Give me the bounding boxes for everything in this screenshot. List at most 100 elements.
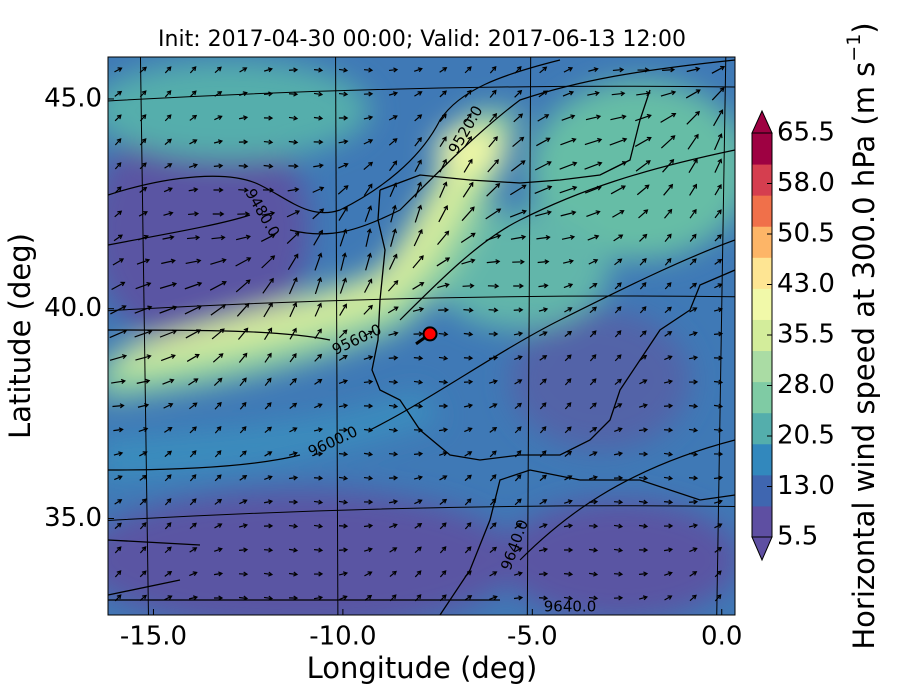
wind-arrow (239, 426, 247, 434)
wind-arrow (510, 184, 527, 196)
wind-arrow (439, 90, 447, 98)
wind-arrow (664, 355, 673, 361)
wind-arrow (586, 210, 601, 218)
wind-arrow (135, 354, 152, 361)
colorbar-label-close: ) (847, 22, 881, 33)
wind-arrow (164, 66, 172, 74)
wind-arrow (338, 547, 349, 553)
wind-arrow (288, 91, 299, 97)
wind-arrow (584, 137, 603, 146)
wind-arrow (664, 571, 673, 577)
wind-arrow (714, 499, 723, 505)
wind-arrow (262, 277, 274, 294)
graticule (108, 57, 735, 615)
wind-arrow (413, 228, 423, 247)
wind-arrow (489, 474, 497, 482)
wind-arrow (238, 187, 249, 193)
wind-arrow (414, 204, 423, 223)
wind-arrow (610, 114, 627, 121)
wind-arrow (364, 205, 373, 222)
wind-arrow (638, 475, 649, 481)
wind-arrow (134, 329, 153, 338)
wind-arrow (188, 595, 199, 601)
wind-arrow (264, 426, 272, 434)
wind-arrow (638, 451, 649, 457)
wind-arrow (639, 330, 647, 338)
wind-arrow (111, 378, 126, 384)
wind-arrow (185, 329, 202, 339)
wind-arrow (689, 331, 698, 337)
wind-arrow (439, 546, 447, 554)
colorbar-tick-label: 35.5 (777, 320, 835, 350)
wind-arrow (313, 571, 324, 577)
wind-arrow (389, 594, 397, 602)
wind-arrow (186, 353, 200, 362)
wind-arrow (488, 355, 499, 361)
wind-arrow (313, 229, 323, 246)
wind-arrow (614, 306, 622, 314)
colorbar-segment (752, 226, 772, 258)
colorbar-segment (752, 257, 772, 289)
wind-arrow (714, 234, 722, 242)
wind-arrow (313, 427, 324, 433)
wind-arrow (388, 138, 398, 146)
wind-arrow (289, 378, 297, 386)
meridian (335, 57, 339, 615)
wind-arrow (338, 91, 349, 97)
wind-arrow (213, 139, 224, 145)
wind-arrow (564, 378, 572, 386)
wind-arrow (388, 475, 399, 481)
wind-arrow (514, 426, 522, 434)
wind-arrow (162, 378, 175, 385)
wind-arrow (660, 90, 677, 97)
wind-arrow (313, 139, 324, 145)
colorbar-segment (752, 195, 772, 227)
wind-arrow (314, 403, 323, 409)
wind-arrow (139, 186, 148, 193)
colorbar-segment (752, 288, 772, 320)
colorbar-tick-label: 20.5 (777, 421, 835, 451)
wind-arrow (689, 183, 698, 196)
wind-arrow (539, 499, 548, 505)
wind-arrow (489, 113, 498, 123)
wind-arrow (164, 522, 172, 530)
wind-arrows (109, 65, 726, 602)
wind-arrow (289, 327, 297, 340)
wind-arrow (114, 138, 122, 146)
wind-arrow (510, 234, 527, 240)
wind-arrow (414, 499, 423, 505)
wind-arrow (439, 136, 447, 148)
wind-arrow (462, 283, 475, 289)
wind-arrow (164, 114, 172, 122)
wind-arrow (688, 451, 699, 457)
wind-arrow (288, 475, 299, 481)
wind-arrow (139, 594, 147, 601)
wind-arrow (261, 210, 276, 216)
wind-arrow (663, 379, 674, 385)
wind-arrow (609, 137, 628, 146)
wind-arrow (312, 208, 325, 220)
wind-arrow (686, 66, 701, 73)
wind-arrow (664, 282, 672, 290)
wind-arrow (114, 475, 123, 481)
wind-arrow (439, 522, 447, 530)
wind-arrow (363, 67, 374, 73)
wind-arrow (338, 451, 349, 457)
x-tick-label: 0.0 (701, 622, 742, 652)
colorbar-segment (752, 412, 772, 445)
wind-arrow (363, 91, 374, 97)
wind-arrow (638, 427, 649, 433)
wind-arrow (161, 258, 176, 265)
wind-arrow (638, 571, 649, 577)
parallel (108, 505, 735, 522)
wind-arrow (114, 90, 123, 97)
wind-arrow (338, 139, 349, 145)
wind-arrow (363, 115, 374, 121)
colorbar-tick-label: 28.0 (777, 370, 835, 400)
wind-arrow (664, 595, 673, 601)
wind-arrow (189, 474, 197, 482)
wind-arrow (714, 570, 722, 578)
wind-arrow (239, 401, 247, 410)
wind-arrow (288, 163, 299, 169)
wind-arrow (564, 330, 573, 337)
